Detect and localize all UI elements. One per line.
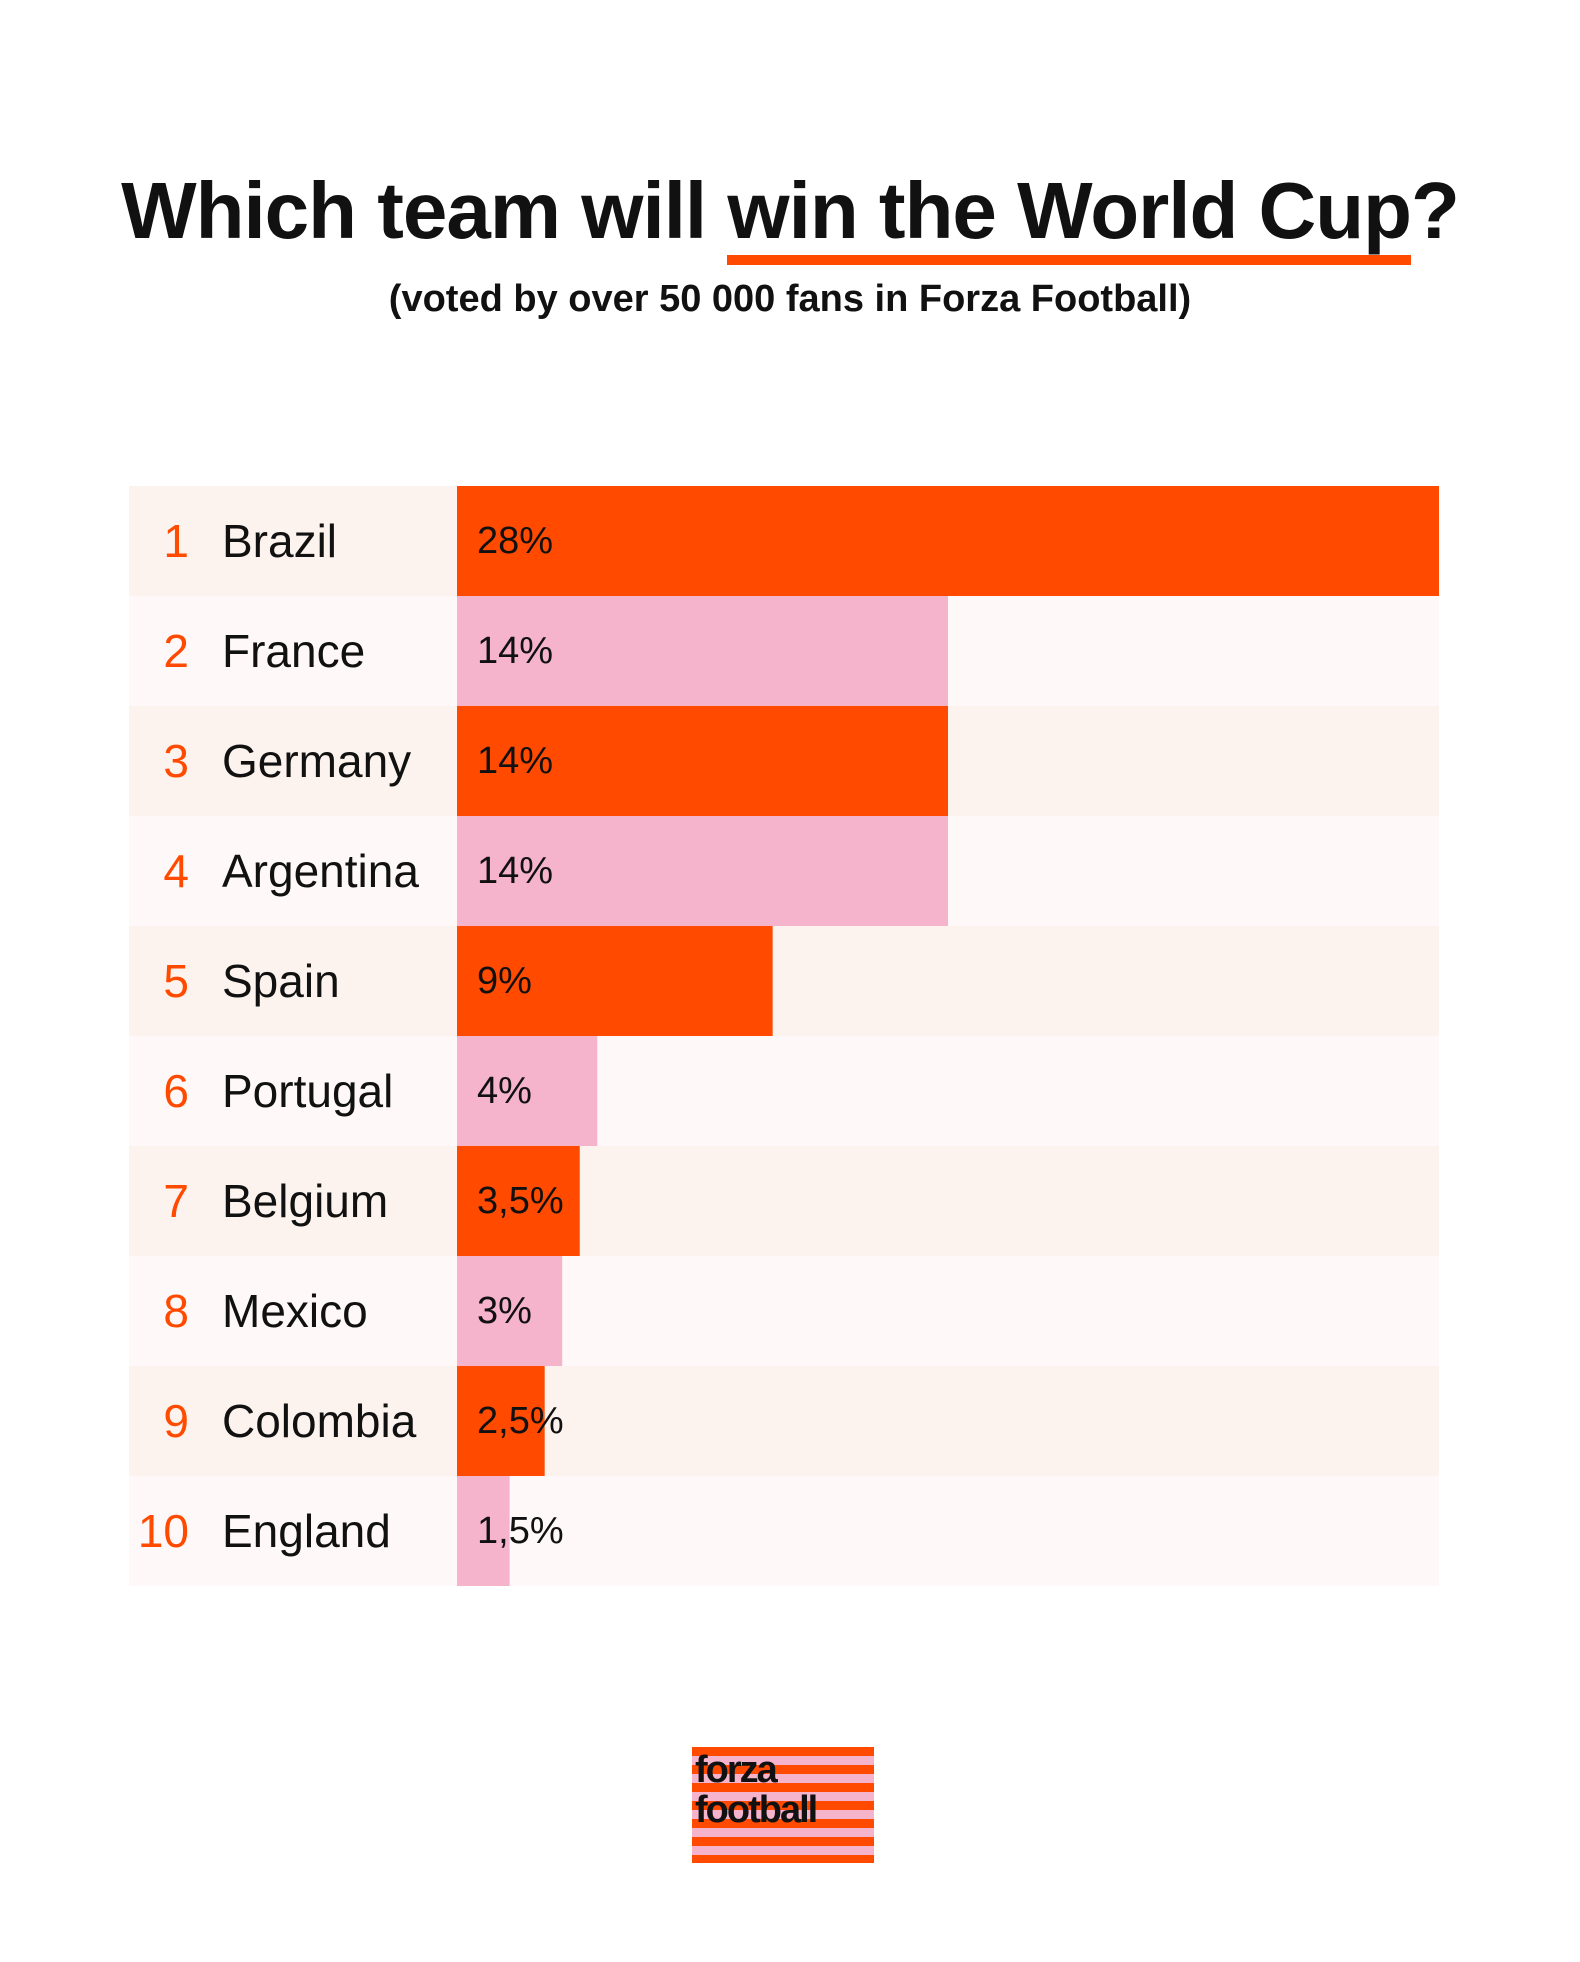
title-prefix: Which team will — [121, 166, 728, 255]
bar — [457, 1146, 580, 1256]
rank-label: 5 — [163, 955, 189, 1007]
value-label: 28% — [477, 520, 553, 562]
row-background — [129, 1256, 1439, 1366]
team-label: France — [222, 625, 365, 677]
team-label: Mexico — [222, 1285, 368, 1337]
value-label: 4% — [477, 1070, 532, 1112]
bar — [457, 926, 773, 1036]
bar — [457, 1366, 545, 1476]
title-suffix: ? — [1411, 166, 1460, 255]
chart-subtitle: (voted by over 50 000 fans in Forza Foot… — [388, 278, 1192, 320]
value-label: 9% — [477, 960, 532, 1002]
rank-label: 4 — [163, 845, 189, 897]
bar — [457, 1036, 598, 1146]
chart-title: Which team will win the World Cup? — [0, 165, 1580, 265]
team-label: Belgium — [222, 1175, 388, 1227]
row-background — [129, 1146, 1439, 1256]
team-label: Brazil — [222, 515, 337, 567]
bar — [457, 816, 948, 926]
row-background — [129, 1476, 1439, 1586]
row-background — [129, 1366, 1439, 1476]
row-background — [129, 926, 1439, 1036]
value-label: 3% — [477, 1290, 532, 1332]
team-label: Spain — [222, 955, 340, 1007]
team-label: Argentina — [222, 845, 419, 897]
value-label: 14% — [477, 850, 553, 892]
rank-label: 8 — [163, 1285, 189, 1337]
value-label: 14% — [477, 740, 553, 782]
bar — [457, 596, 948, 706]
row-background — [129, 1036, 1439, 1146]
value-label: 3,5% — [477, 1180, 564, 1222]
bar-chart: 1 Brazil 28% 2 France 14% 3 Germany 14% 4 Argentin… — [129, 486, 1439, 1586]
value-label: 2,5% — [477, 1400, 564, 1442]
rank-label: 3 — [163, 735, 189, 787]
title-highlight: win the World Cup — [727, 166, 1412, 265]
rank-label: 1 — [163, 515, 189, 567]
forza-football-logo: forza football — [692, 1747, 874, 1863]
bar — [457, 1476, 510, 1586]
rank-label: 10 — [138, 1505, 189, 1557]
team-label: Portugal — [222, 1065, 393, 1117]
bar — [457, 1256, 563, 1366]
value-label: 14% — [477, 630, 553, 672]
bar-chart-svg: 1 Brazil 28% 2 France 14% 3 Germany 14% 4 Argentin… — [129, 486, 1439, 1586]
team-label: Germany — [222, 735, 411, 787]
logo-line-forza: forza — [695, 1749, 778, 1791]
team-label: England — [222, 1505, 391, 1557]
bar — [457, 706, 948, 816]
value-label: 1,5% — [477, 1510, 564, 1552]
team-label: Colombia — [222, 1395, 417, 1447]
rank-label: 6 — [163, 1065, 189, 1117]
bar — [457, 486, 1439, 596]
rank-label: 9 — [163, 1395, 189, 1447]
logo-line-football: football — [695, 1789, 818, 1831]
rank-label: 2 — [163, 625, 189, 677]
rank-label: 7 — [163, 1175, 189, 1227]
